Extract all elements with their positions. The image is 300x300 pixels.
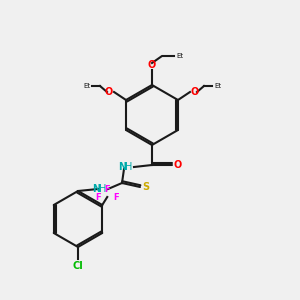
- Text: Et: Et: [83, 83, 90, 89]
- Text: O: O: [105, 87, 113, 97]
- Text: H: H: [124, 162, 132, 172]
- Text: Cl: Cl: [73, 261, 83, 271]
- Text: O: O: [191, 87, 199, 97]
- Text: N: N: [92, 184, 100, 194]
- Text: F: F: [104, 185, 110, 194]
- Text: H: H: [99, 184, 106, 194]
- Text: N: N: [118, 162, 126, 172]
- Text: Et: Et: [214, 83, 221, 89]
- Text: O: O: [148, 60, 156, 70]
- Text: S: S: [142, 182, 149, 192]
- Text: Et: Et: [176, 53, 183, 59]
- Text: F: F: [113, 193, 119, 202]
- Text: O: O: [174, 160, 182, 170]
- Text: F: F: [96, 193, 101, 202]
